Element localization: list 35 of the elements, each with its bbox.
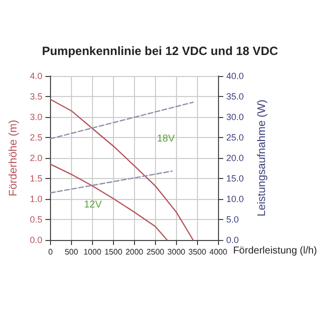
y-tick-label: 4.0 [30,71,42,81]
y-axis-title: Förderhöhe (m) [8,120,20,196]
y2-axis-title: Leistungsaufnahme (W) [256,100,268,216]
y-tick-label: 2.5 [30,132,42,142]
y-tick-label: 0.5 [30,214,42,224]
y2-tick-label: 15.0 [226,174,244,184]
line-series [50,98,194,241]
x-axis-title: Förderleistung (l/h) [233,246,317,256]
x-tick-label: 3000 [167,248,186,256]
x-tick-label: 4000 [209,248,228,256]
y-tick-label: 2.0 [30,153,42,163]
y-tick-label: 1.0 [30,194,42,204]
y-tick-label: 1.5 [30,174,42,184]
x-tick-label: 500 [64,248,79,256]
line-series [50,164,168,241]
x-tick-label: 1000 [83,248,102,256]
annotation: 12V [84,200,102,210]
x-tick-label: 2500 [146,248,165,256]
y2-tick-label: 40.0 [226,71,244,81]
y-tick-label: 3.5 [30,92,42,102]
y2-tick-label: 25.0 [226,132,244,142]
x-tick-label: 1500 [104,248,123,256]
y2-tick-label: 10.0 [226,194,244,204]
y-tick-label: 0.0 [30,235,42,245]
x-tick-label: 3500 [188,248,207,256]
y2-tick-label: 20.0 [226,153,244,163]
chart-title: Pumpenkennlinie bei 12 VDC und 18 VDC [42,44,278,58]
x-tick-label: 0 [48,248,54,256]
y2-tick-label: 35.0 [226,92,244,102]
y-tick-label: 3.0 [30,112,42,122]
y2-tick-label: 0.0 [226,235,239,245]
y2-tick-label: 5.0 [226,214,239,224]
annotation: 18V [157,134,176,144]
y2-tick-label: 30.0 [226,112,244,122]
x-tick-label: 2000 [125,248,144,256]
